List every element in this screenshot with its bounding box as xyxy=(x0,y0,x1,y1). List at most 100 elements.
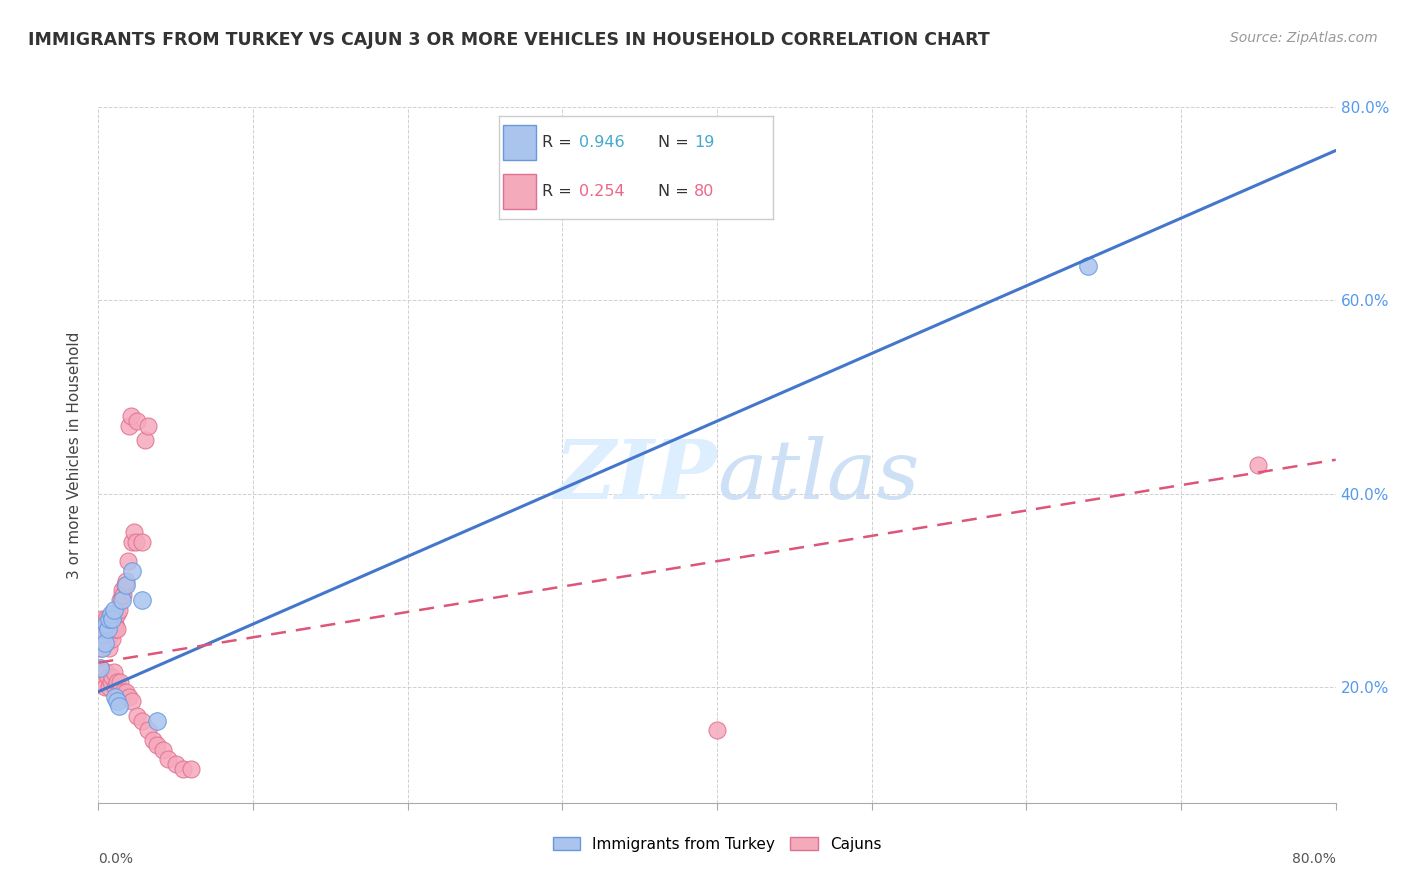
Point xyxy=(91,626,114,640)
Point xyxy=(120,409,142,424)
Text: R =: R = xyxy=(541,135,576,150)
Point xyxy=(107,684,129,698)
Point xyxy=(1077,260,1099,274)
Point xyxy=(111,588,134,602)
Point xyxy=(98,612,121,626)
Point xyxy=(91,636,114,650)
Point xyxy=(100,622,122,636)
Point xyxy=(98,680,121,694)
Point xyxy=(97,622,120,636)
Point xyxy=(103,602,125,616)
Point xyxy=(93,636,115,650)
Point xyxy=(98,617,121,632)
Y-axis label: 3 or more Vehicles in Household: 3 or more Vehicles in Household xyxy=(67,331,83,579)
Point xyxy=(101,612,124,626)
Point xyxy=(96,612,118,626)
Text: atlas: atlas xyxy=(717,436,920,516)
Point xyxy=(100,675,122,690)
Point xyxy=(118,690,141,704)
Point xyxy=(105,622,128,636)
Point xyxy=(131,535,153,549)
Legend: Immigrants from Turkey, Cajuns: Immigrants from Turkey, Cajuns xyxy=(547,830,887,858)
Point xyxy=(107,699,129,714)
Point xyxy=(89,660,111,674)
Point xyxy=(97,617,120,632)
Text: 0.254: 0.254 xyxy=(579,185,624,200)
Point xyxy=(90,612,112,626)
Text: 0.0%: 0.0% xyxy=(98,852,134,865)
Point xyxy=(105,675,128,690)
Point xyxy=(131,593,153,607)
Point xyxy=(115,578,138,592)
Point xyxy=(108,675,131,690)
Text: ZIP: ZIP xyxy=(554,436,717,516)
Point xyxy=(104,622,127,636)
Point xyxy=(134,434,156,448)
Point xyxy=(173,762,195,776)
Point xyxy=(103,612,125,626)
Point xyxy=(152,742,174,756)
Point xyxy=(90,626,112,640)
Point xyxy=(91,617,114,632)
Text: R =: R = xyxy=(541,185,576,200)
Point xyxy=(96,665,118,680)
Point xyxy=(91,675,114,690)
Point xyxy=(90,641,112,656)
Point xyxy=(97,670,120,684)
Point xyxy=(142,733,165,747)
Point xyxy=(93,680,115,694)
FancyBboxPatch shape xyxy=(503,125,536,160)
Point xyxy=(98,626,121,640)
Point xyxy=(89,660,111,674)
Point xyxy=(101,632,124,646)
Point xyxy=(100,607,122,622)
Point xyxy=(90,665,112,680)
Point xyxy=(146,714,169,728)
Point xyxy=(103,665,125,680)
Text: N =: N = xyxy=(658,135,695,150)
Text: 80: 80 xyxy=(693,185,714,200)
Point xyxy=(108,593,131,607)
Point xyxy=(105,607,128,622)
Text: N =: N = xyxy=(658,185,695,200)
Point xyxy=(127,414,149,428)
Text: 19: 19 xyxy=(693,135,714,150)
Point xyxy=(101,670,124,684)
Point xyxy=(98,612,121,626)
Text: IMMIGRANTS FROM TURKEY VS CAJUN 3 OR MORE VEHICLES IN HOUSEHOLD CORRELATION CHAR: IMMIGRANTS FROM TURKEY VS CAJUN 3 OR MOR… xyxy=(28,31,990,49)
Point xyxy=(97,622,120,636)
Point xyxy=(93,617,115,632)
Point xyxy=(131,714,153,728)
Point xyxy=(115,574,138,588)
Point xyxy=(89,632,111,646)
Point xyxy=(111,593,134,607)
Point xyxy=(165,757,187,772)
Point xyxy=(112,684,135,698)
Text: 0.946: 0.946 xyxy=(579,135,624,150)
Point xyxy=(1247,458,1270,472)
Point xyxy=(104,680,127,694)
Point xyxy=(104,617,127,632)
Point xyxy=(90,622,112,636)
Point xyxy=(118,419,141,434)
FancyBboxPatch shape xyxy=(503,175,536,210)
Point xyxy=(101,617,124,632)
Point xyxy=(96,636,118,650)
Point xyxy=(100,626,122,640)
Point xyxy=(104,690,127,704)
Point xyxy=(706,723,728,738)
Point xyxy=(111,583,134,598)
Point xyxy=(121,535,143,549)
Point xyxy=(136,419,159,434)
Point xyxy=(98,641,121,656)
Point xyxy=(117,554,139,568)
Text: 80.0%: 80.0% xyxy=(1292,852,1336,865)
Point xyxy=(89,641,111,656)
Point xyxy=(112,588,135,602)
Point xyxy=(146,738,169,752)
Point xyxy=(107,602,129,616)
Point xyxy=(127,708,149,723)
Point xyxy=(100,612,122,626)
Point xyxy=(96,626,118,640)
Point xyxy=(124,535,146,549)
